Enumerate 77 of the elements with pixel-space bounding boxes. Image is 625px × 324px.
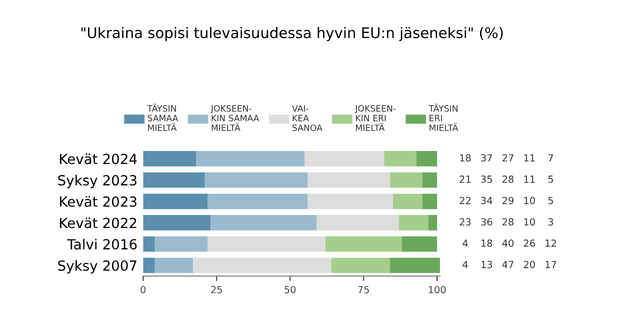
- data-label: 36: [481, 218, 492, 226]
- data-label: 22: [460, 196, 470, 204]
- y-tick-label: Talvi 2016: [67, 238, 137, 250]
- data-label: 34: [481, 196, 492, 204]
- data-label: 4: [462, 260, 468, 268]
- bar: [331, 258, 390, 274]
- data-label: 35: [481, 176, 492, 183]
- data-label: 23: [460, 218, 471, 226]
- bar: [208, 194, 308, 210]
- legend-label: TÄYSIN SAMAA MIELTÄ: [147, 104, 178, 131]
- bar: [398, 215, 428, 230]
- data-label: 18: [460, 154, 471, 162]
- bar: [204, 172, 308, 188]
- data-label: 5: [548, 196, 553, 204]
- y-tick-label: Syksy 2007: [58, 260, 136, 274]
- data-label: 11: [524, 154, 535, 162]
- data-label: 13: [481, 260, 492, 268]
- bar: [210, 215, 317, 230]
- data-label: 26: [524, 240, 535, 247]
- data-label: 7: [548, 154, 553, 162]
- bar: [392, 194, 422, 210]
- data-label: 4: [462, 240, 468, 247]
- bar: [428, 215, 438, 230]
- bar: [193, 258, 332, 274]
- bar: [143, 172, 205, 188]
- y-tick-label: Kevät 2023: [60, 196, 136, 207]
- bar: [143, 236, 155, 252]
- data-label: 28: [502, 218, 514, 226]
- legend-label: JOKSEEN- KIN ERI MIELTÄ: [354, 105, 396, 131]
- data-label: 37: [481, 154, 492, 162]
- y-tick-label: Kevät 2022: [60, 217, 136, 228]
- data-label: 3: [548, 218, 554, 226]
- data-label: 21: [460, 176, 471, 183]
- data-label: 28: [502, 176, 514, 183]
- bar: [143, 215, 211, 230]
- bar: [208, 236, 326, 252]
- bar: [143, 258, 155, 274]
- bar: [196, 151, 305, 166]
- y-tick-label: Kevät 2024: [60, 153, 137, 164]
- chart-title: "Ukraina sopisi tulevaisuudessa hyvin EU:n jäseneksi" (%): [81, 26, 503, 42]
- data-label: 40: [502, 240, 514, 247]
- bar: [390, 172, 422, 188]
- bar: [422, 172, 438, 188]
- bar: [390, 258, 440, 274]
- data-label: 27: [502, 154, 514, 162]
- bar: [416, 151, 438, 166]
- bar: [304, 151, 384, 166]
- data-label: 10: [524, 218, 535, 226]
- bar: [316, 215, 399, 230]
- bar: [384, 151, 416, 166]
- x-tick-label: 75: [358, 286, 369, 294]
- data-label: 29: [502, 196, 514, 204]
- bar: [143, 151, 196, 166]
- bar: [402, 236, 438, 252]
- x-tick-label: 25: [211, 286, 222, 294]
- bar: [154, 236, 208, 252]
- x-tick-label: 0: [140, 286, 146, 294]
- legend-label: TÄYSIN ERI MIELTÄ: [428, 104, 458, 131]
- bar: [422, 194, 438, 210]
- bar: [325, 236, 402, 252]
- x-tick-label: 100: [428, 286, 446, 294]
- data-label: 5: [548, 176, 553, 183]
- data-label: 17: [546, 260, 556, 268]
- legend-label: VAI- KEA SANOA: [292, 105, 322, 131]
- bar: [154, 258, 194, 274]
- data-label: 11: [524, 176, 535, 183]
- bar: [308, 172, 390, 188]
- data-label: 10: [524, 196, 535, 204]
- bar: [308, 194, 393, 210]
- data-label: 18: [481, 240, 492, 247]
- x-tick-label: 50: [284, 286, 296, 294]
- y-tick-label: Syksy 2023: [58, 174, 136, 188]
- data-label: 20: [524, 260, 535, 268]
- data-label: 47: [502, 260, 514, 268]
- data-label: 12: [546, 240, 556, 247]
- bar: [143, 194, 208, 210]
- legend-label: JOKSEEN- KIN SAMAA MIELTÄ: [210, 105, 260, 131]
